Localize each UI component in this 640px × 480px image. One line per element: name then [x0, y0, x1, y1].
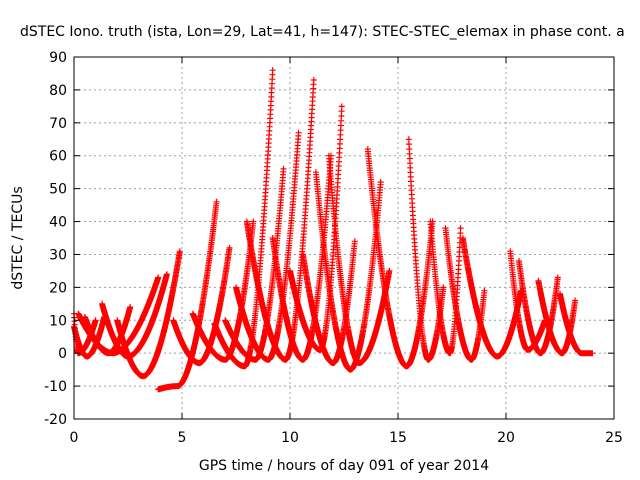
data-points	[71, 67, 596, 393]
data-point-markers	[170, 244, 233, 367]
data-point-markers	[211, 67, 276, 370]
data-point-markers	[114, 248, 183, 380]
x-tick-label: 15	[389, 430, 407, 446]
x-tick-label: 0	[70, 430, 79, 446]
x-tick-label: 25	[605, 430, 623, 446]
y-tick-label: -20	[44, 412, 67, 428]
satellite-arc	[312, 169, 384, 373]
satellite-arc	[170, 244, 233, 367]
data-point-markers	[364, 146, 436, 370]
satellite-arc	[189, 218, 257, 363]
satellite-arc	[325, 152, 393, 367]
data-point-markers	[189, 218, 257, 363]
y-tick-label: 30	[49, 247, 67, 263]
x-axis-label: GPS time / hours of day 091 of year 2014	[199, 458, 489, 474]
y-tick-label: 0	[58, 346, 67, 362]
data-point-markers	[459, 235, 525, 360]
y-tick-label: 50	[49, 182, 67, 198]
y-tick-label: 80	[49, 83, 67, 99]
satellite-arc	[114, 248, 183, 380]
satellite-arc	[269, 152, 334, 363]
satellite-arc	[535, 277, 579, 357]
satellite-arc	[222, 165, 287, 363]
y-tick-label: 70	[49, 116, 67, 132]
y-axis-label: dSTEC / TECUs	[10, 186, 26, 289]
data-point-markers	[222, 165, 287, 363]
satellite-arc	[557, 290, 596, 357]
y-tick-labels: -20 -10 0 10 20 30 40 50 60 70 80 90	[44, 50, 67, 428]
x-tick-label: 10	[281, 430, 299, 446]
chart-title: dSTEC Iono. truth (ista, Lon=29, Lat=41,…	[20, 24, 625, 40]
data-point-markers	[233, 129, 302, 363]
data-point-markers	[325, 152, 393, 367]
data-point-markers	[557, 290, 596, 357]
satellite-arc	[233, 129, 302, 363]
y-tick-label: 40	[49, 215, 67, 231]
data-point-markers	[535, 277, 579, 357]
y-tick-label: 90	[49, 50, 67, 66]
y-tick-label: 60	[49, 149, 67, 165]
satellite-arc	[459, 235, 525, 360]
y-tick-label: -10	[44, 379, 67, 395]
x-tick-label: 20	[497, 430, 515, 446]
data-point-markers	[155, 198, 220, 393]
satellite-arc	[300, 238, 358, 367]
satellite-arc	[364, 146, 436, 370]
y-tick-label: 20	[49, 280, 67, 296]
x-tick-label: 5	[178, 430, 187, 446]
y-tick-label: 10	[49, 313, 67, 329]
data-point-markers	[269, 152, 334, 363]
data-point-markers	[312, 169, 384, 373]
satellite-arc	[211, 67, 276, 370]
axis-ticks	[73, 56, 615, 420]
data-point-markers	[300, 238, 358, 367]
satellite-arc	[155, 198, 220, 393]
plot-frame	[73, 56, 615, 420]
x-tick-labels: 0 5 10 15 20 25	[70, 430, 623, 446]
data-point-markers	[427, 218, 464, 357]
satellite-arc	[427, 218, 464, 357]
